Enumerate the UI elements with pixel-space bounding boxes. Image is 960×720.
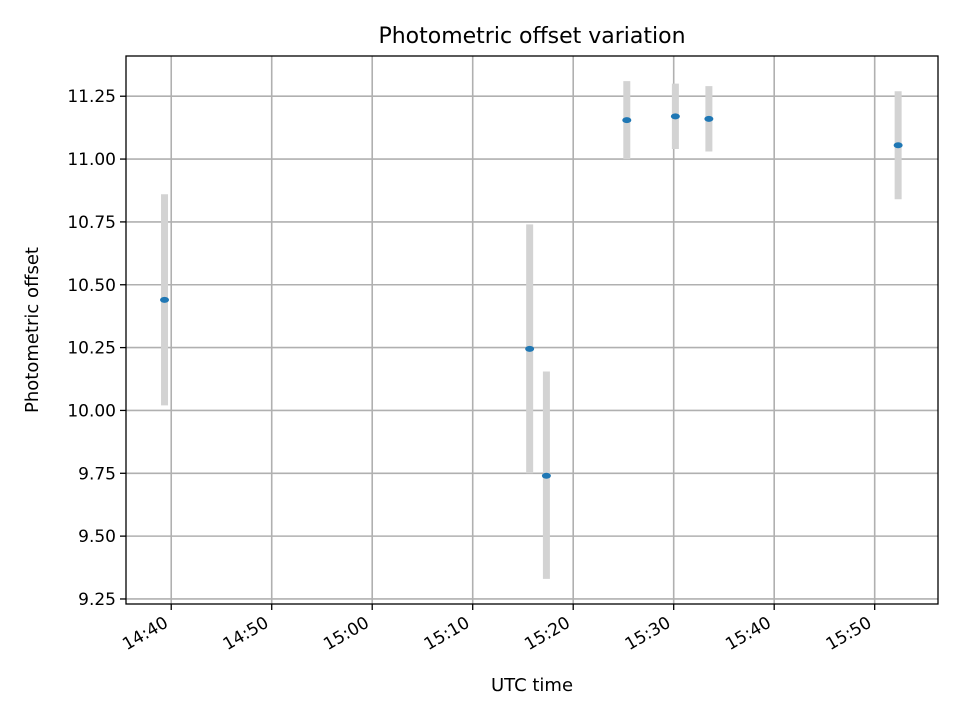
data-point bbox=[541, 472, 551, 479]
data-point bbox=[704, 115, 714, 122]
data-point bbox=[525, 345, 535, 352]
y-tick-label: 9.75 bbox=[78, 464, 116, 484]
x-axis-label: UTC time bbox=[491, 675, 573, 696]
plot-frame bbox=[125, 55, 939, 605]
data-point bbox=[670, 113, 680, 120]
y-tick-label: 10.25 bbox=[67, 339, 116, 359]
data-point bbox=[622, 117, 632, 124]
y-tick-label: 11.00 bbox=[67, 150, 116, 170]
y-tick-label: 11.25 bbox=[67, 87, 116, 107]
y-axis-label: Photometric offset bbox=[22, 247, 43, 413]
y-tick-label: 9.25 bbox=[78, 590, 116, 610]
y-axis-ticks: 9.25 9.50 9.75 10.00 10.25 10.50 10.75 11.00 11.… bbox=[67, 87, 126, 610]
chart-title: Photometric offset variation bbox=[378, 24, 685, 49]
y-tick-label: 9.50 bbox=[78, 527, 116, 547]
data-point bbox=[160, 296, 170, 303]
y-tick-label: 10.50 bbox=[67, 276, 116, 296]
data-point bbox=[893, 142, 903, 149]
data-points bbox=[160, 113, 903, 479]
y-tick-label: 10.00 bbox=[67, 401, 116, 421]
y-tick-label: 10.75 bbox=[67, 213, 116, 233]
